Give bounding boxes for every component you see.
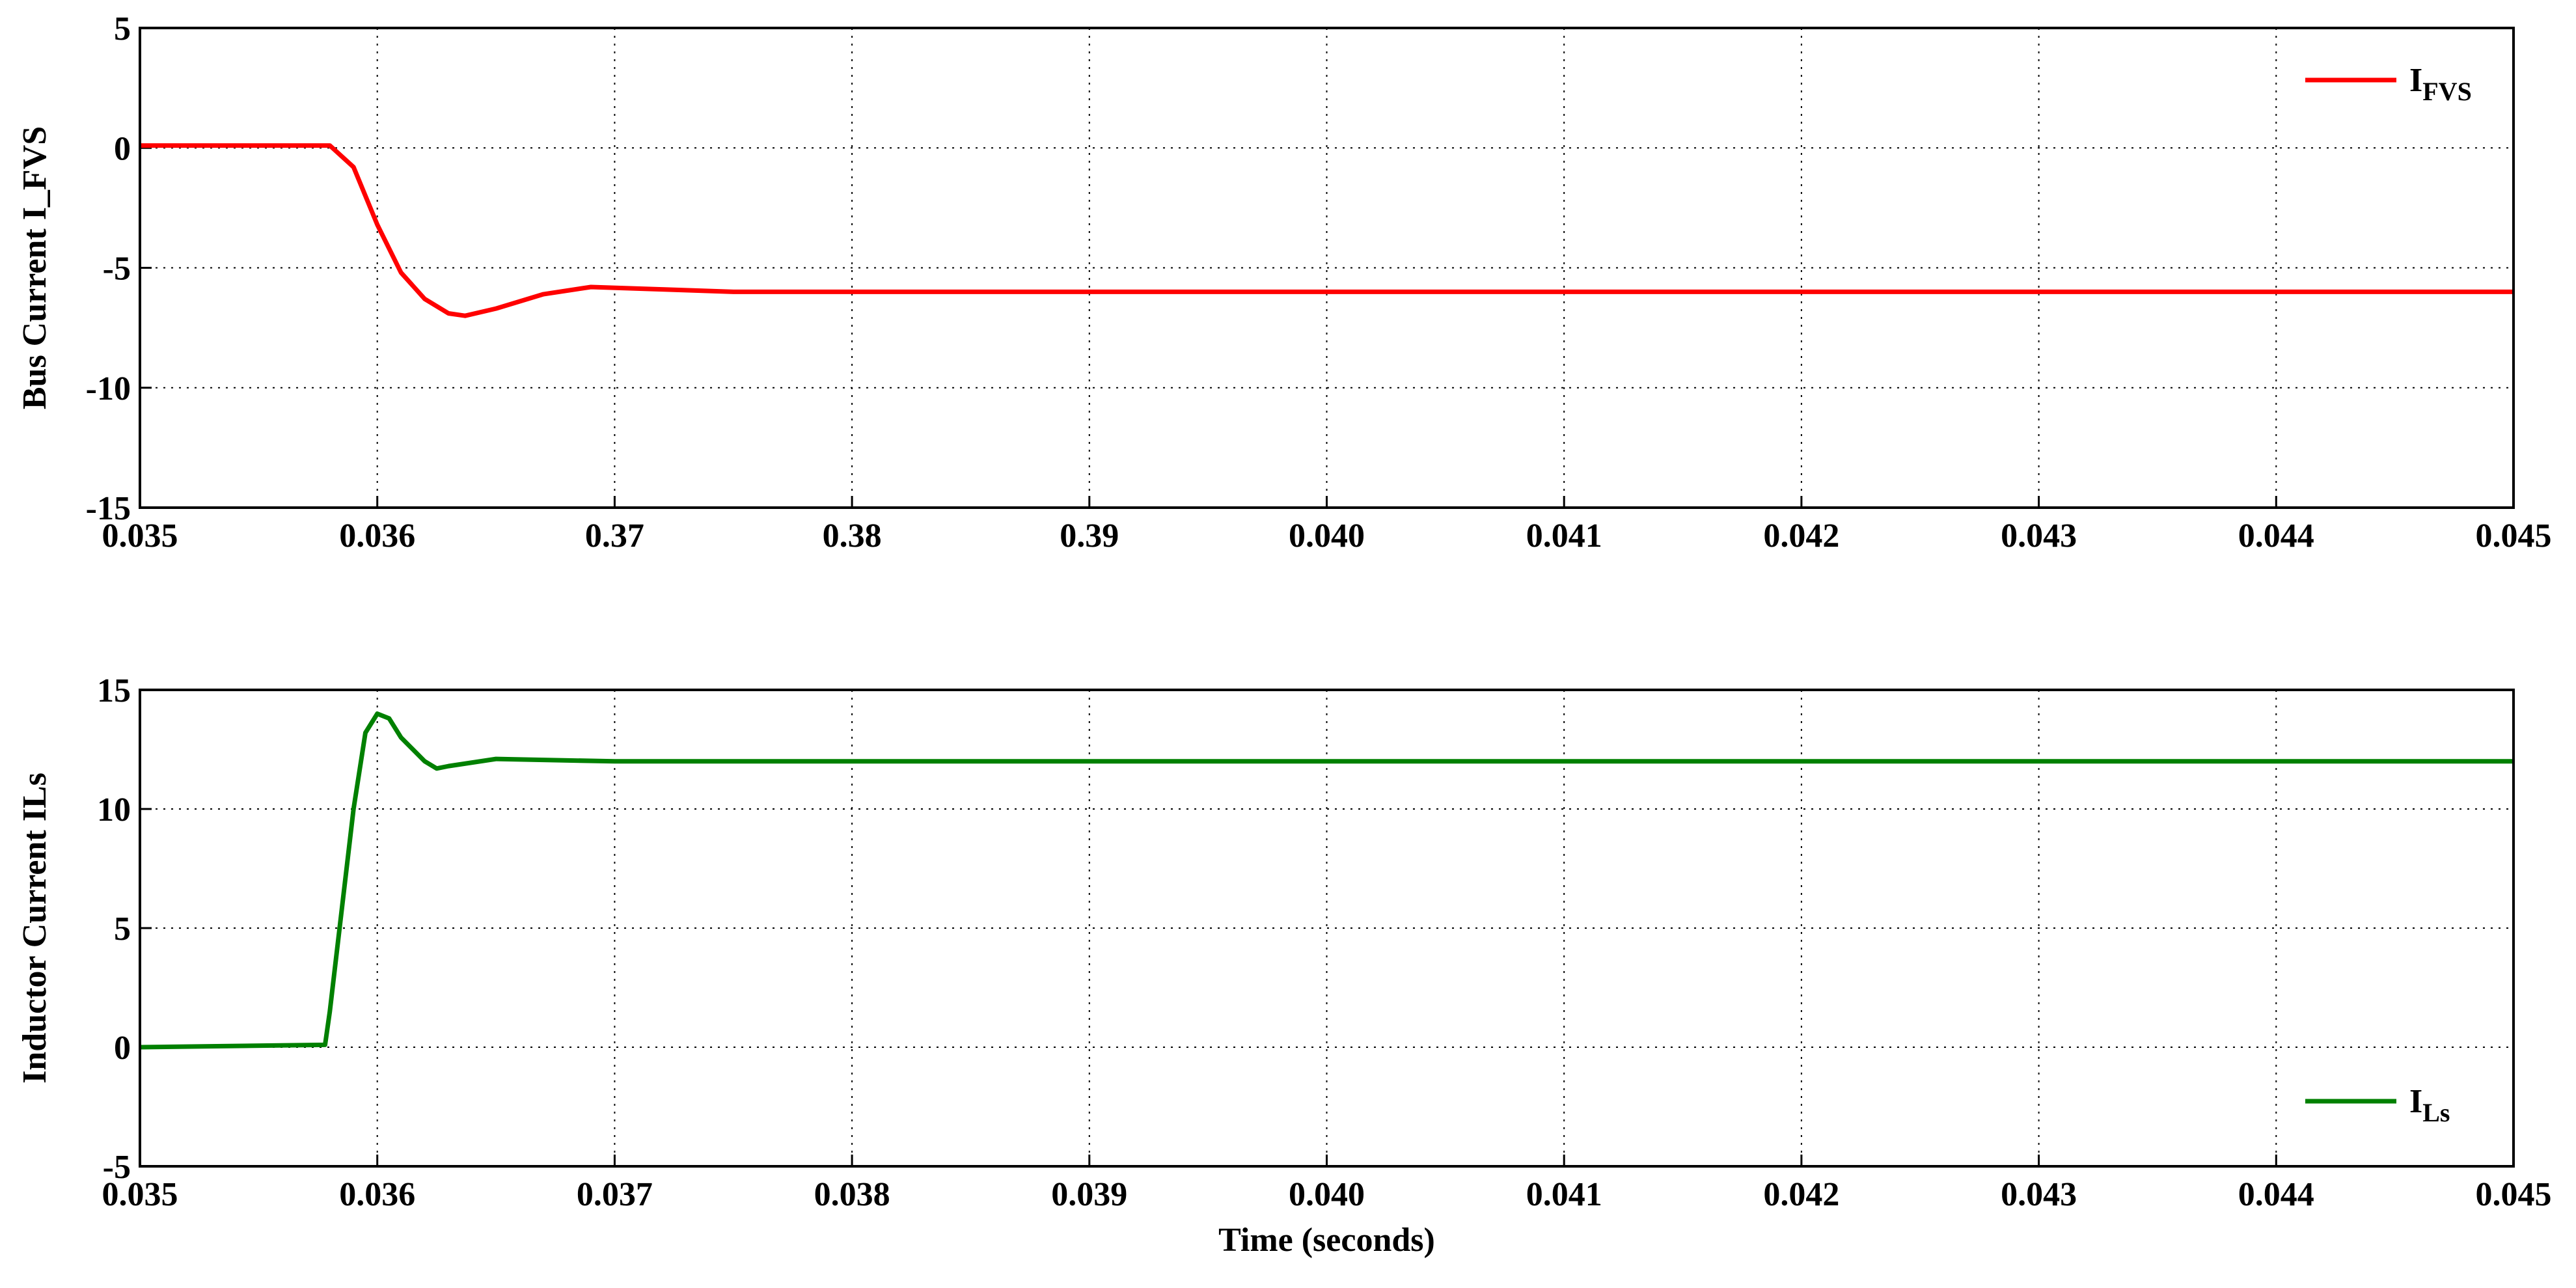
- x-tick-label: 0.043: [2001, 517, 2077, 555]
- legend-name: I: [2409, 62, 2422, 99]
- y-tick-label: 10: [97, 791, 131, 829]
- y-tick-label: -10: [86, 370, 131, 407]
- x-tick-label: 0.035: [102, 1176, 178, 1213]
- y-axis-label: Bus Current I_FVS: [16, 126, 53, 409]
- legend-subscript: Ls: [2422, 1098, 2450, 1127]
- x-tick-label: 0.045: [2476, 1176, 2552, 1213]
- y-tick-label: 0: [114, 130, 131, 167]
- y-tick-label: -5: [103, 251, 131, 288]
- x-tick-label: 0.040: [1289, 1176, 1365, 1213]
- y-axis-label: Inductor Current ILs: [16, 773, 53, 1084]
- x-tick-label: 0.036: [339, 517, 415, 555]
- y-tick-label: 0: [114, 1030, 131, 1067]
- y-tick-label: -15: [86, 490, 131, 527]
- y-tick-label: 5: [114, 911, 131, 948]
- x-tick-label: 0.044: [2238, 517, 2314, 555]
- x-tick-label: 0.042: [1763, 517, 1839, 555]
- x-tick-label: 0.044: [2238, 1176, 2314, 1213]
- x-tick-label: 0.040: [1289, 517, 1365, 555]
- series-line: [140, 143, 2514, 318]
- x-tick-label: 0.035: [102, 517, 178, 555]
- x-axis-label: Time (seconds): [1218, 1222, 1435, 1259]
- x-tick-label: 0.043: [2001, 1176, 2077, 1213]
- y-tick-label: -5: [103, 1149, 131, 1186]
- plot-frame: [139, 27, 2515, 509]
- series-line: [139, 711, 2514, 1050]
- x-tick-label: 0.038: [814, 1176, 890, 1213]
- y-tick-label: 5: [114, 10, 131, 48]
- x-tick-label: 0.037: [577, 1176, 653, 1213]
- x-tick-label: 0.39: [1060, 517, 1119, 555]
- x-tick-label: 0.039: [1051, 1176, 1127, 1213]
- x-tick-label: 0.041: [1526, 1176, 1602, 1213]
- y-tick-label: 15: [97, 672, 131, 709]
- legend-name: I: [2409, 1083, 2422, 1120]
- plot-frame: [139, 689, 2515, 1168]
- x-tick-label: 0.036: [339, 1176, 415, 1213]
- x-tick-label: 0.042: [1763, 1176, 1839, 1213]
- legend-label: IFVS: [2409, 62, 2472, 106]
- x-tick-label: 0.38: [823, 517, 882, 555]
- legend-label: ILs: [2409, 1083, 2450, 1127]
- legend-subscript: FVS: [2422, 77, 2472, 106]
- x-tick-label: 0.045: [2476, 517, 2552, 555]
- x-tick-label: 0.37: [585, 517, 644, 555]
- x-tick-label: 0.041: [1526, 517, 1602, 555]
